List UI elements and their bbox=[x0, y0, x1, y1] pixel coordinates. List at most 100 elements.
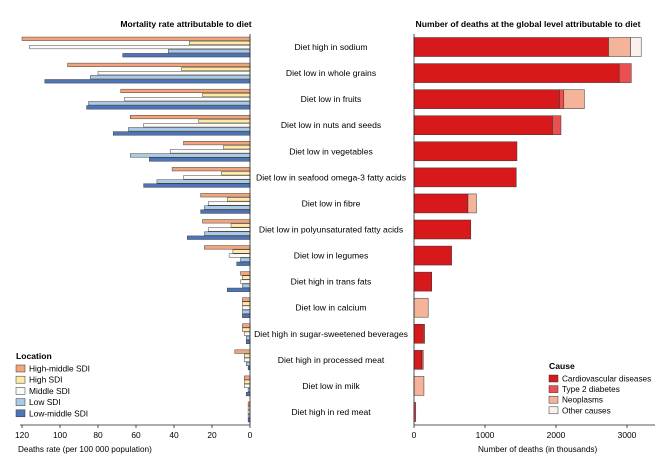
left-x-ticks: 120 100 80 60 40 20 0 bbox=[15, 425, 253, 440]
bar-cardiovascular-diseases-diet-low-in-nuts-and-seeds bbox=[413, 115, 553, 135]
bar-middle-sdi-diet-low-in-fruits bbox=[124, 97, 251, 102]
legend-swatch-high-middle-sdi bbox=[15, 364, 26, 373]
legend-label-low-middle-sdi: Low-middle SDI bbox=[29, 408, 88, 418]
legend-label-neoplasms: Neoplasms bbox=[562, 396, 603, 405]
right-x-axis-label: Number of deaths (in thousands) bbox=[478, 445, 598, 454]
left-chart-title: Mortality rate attributable to diet bbox=[120, 19, 251, 29]
right-tick-label: 3000 bbox=[618, 430, 637, 440]
risk-factor-label: Diet low in vegetables bbox=[289, 146, 373, 156]
global-deaths-chart: Number of deaths at the global level att… bbox=[412, 19, 655, 454]
legend-swatch-neoplasms bbox=[548, 395, 559, 404]
risk-factor-label: Diet high in processed meat bbox=[278, 355, 385, 365]
bar-low-sdi-diet-low-in-fruits bbox=[88, 101, 251, 106]
left-tick-label: 120 bbox=[15, 430, 29, 440]
bar-middle-sdi-diet-low-in-vegetables bbox=[169, 149, 251, 154]
bar-high-middle-sdi-diet-high-in-trans-fats bbox=[240, 271, 251, 276]
bar-high-sdi-diet-low-in-polyunsaturated-fatty-acids bbox=[230, 223, 251, 228]
bar-high-middle-sdi-diet-low-in-seafood-omega-3-fatty-acids bbox=[171, 167, 251, 172]
bar-cardiovascular-diseases-diet-low-in-vegetables bbox=[413, 141, 518, 162]
risk-factor-label: Diet high in trans fats bbox=[291, 277, 372, 287]
bar-high-middle-sdi-diet-high-in-sodium bbox=[21, 36, 251, 41]
bar-neoplasms-diet-low-in-calcium bbox=[413, 297, 429, 318]
legend-label-high-sdi: High SDI bbox=[29, 375, 63, 385]
bar-low-middle-sdi-diet-low-in-whole-grains bbox=[44, 79, 251, 84]
right-tick-label: 1000 bbox=[476, 430, 495, 440]
left-tick-label: 20 bbox=[207, 430, 217, 440]
bar-low-middle-sdi-diet-low-in-calcium bbox=[242, 313, 251, 318]
legend-label-other-causes: Other causes bbox=[562, 406, 611, 415]
bar-neoplasms-diet-low-in-milk bbox=[413, 376, 425, 396]
bar-low-sdi-diet-high-in-sugar-sweetened-beverages bbox=[245, 335, 251, 340]
legend-label-cardiovascular-diseases: Cardiovascular diseases bbox=[562, 375, 651, 384]
bar-low-sdi-diet-low-in-legumes bbox=[240, 257, 251, 262]
bar-high-sdi-diet-low-in-whole-grains bbox=[181, 66, 251, 72]
bar-high-middle-sdi-diet-low-in-whole-grains bbox=[67, 62, 251, 67]
bar-high-sdi-diet-low-in-milk bbox=[244, 379, 251, 384]
bar-low-middle-sdi-diet-high-in-sodium bbox=[122, 53, 251, 58]
bar-high-sdi-diet-low-in-legumes bbox=[232, 249, 251, 254]
bar-cardiovascular-diseases-diet-high-in-sodium bbox=[413, 37, 609, 57]
bar-low-middle-sdi-diet-low-in-milk bbox=[245, 392, 251, 397]
risk-factor-label: Diet high in sugar-sweetened beverages bbox=[254, 329, 408, 339]
right-tick-label: 2000 bbox=[547, 430, 566, 440]
left-tick-label: 80 bbox=[93, 430, 103, 440]
bar-high-middle-sdi-diet-low-in-nuts-and-seeds bbox=[130, 115, 251, 120]
legend-label-low-sdi: Low SDI bbox=[29, 397, 61, 407]
legend-label-middle-sdi: Middle SDI bbox=[29, 386, 70, 396]
right-chart-title: Number of deaths at the global level att… bbox=[416, 19, 641, 29]
legend-swatch-cardiovascular-diseases bbox=[548, 374, 559, 383]
bar-high-middle-sdi-diet-high-in-processed-meat bbox=[234, 349, 251, 354]
bar-cardiovascular-diseases-diet-low-in-fruits bbox=[413, 89, 560, 109]
bar-middle-sdi-diet-low-in-legumes bbox=[228, 253, 251, 258]
risk-factor-label: Diet low in seafood omega-3 fatty acids bbox=[256, 172, 406, 182]
bar-high-sdi-diet-high-in-trans-fats bbox=[242, 275, 251, 280]
right-tick-label: 0 bbox=[412, 430, 417, 440]
bar-high-middle-sdi-diet-low-in-vegetables bbox=[183, 141, 251, 146]
bar-low-middle-sdi-diet-high-in-trans-fats bbox=[226, 287, 251, 292]
bar-low-middle-sdi-diet-low-in-seafood-omega-3-fatty-acids bbox=[143, 183, 251, 188]
bar-type-2-diabetes-diet-high-in-processed-meat bbox=[421, 350, 424, 370]
bar-high-sdi-diet-low-in-nuts-and-seeds bbox=[198, 119, 251, 124]
bar-cardiovascular-diseases-diet-high-in-sugar-sweetened-beverages bbox=[413, 324, 424, 344]
bar-middle-sdi-diet-high-in-processed-meat bbox=[244, 357, 251, 362]
bar-low-sdi-diet-low-in-whole-grains bbox=[90, 75, 251, 80]
bar-type-2-diabetes-diet-high-in-sugar-sweetened-beverages bbox=[422, 324, 425, 344]
bar-low-middle-sdi-diet-low-in-fruits bbox=[86, 105, 251, 110]
bar-low-sdi-diet-high-in-sodium bbox=[168, 49, 251, 54]
risk-factor-label: Diet low in nuts and seeds bbox=[281, 120, 381, 130]
bar-middle-sdi-diet-low-in-nuts-and-seeds bbox=[143, 123, 251, 128]
risk-factor-label: Diet low in milk bbox=[302, 381, 360, 391]
bar-middle-sdi-diet-low-in-polyunsaturated-fatty-acids bbox=[207, 227, 251, 232]
risk-factor-label: Diet low in fibre bbox=[302, 198, 361, 208]
bar-high-sdi-diet-low-in-fibre bbox=[226, 197, 251, 202]
bar-high-sdi-diet-high-in-sugar-sweetened-beverages bbox=[242, 327, 251, 332]
bar-low-sdi-diet-low-in-calcium bbox=[242, 309, 251, 314]
bar-cardiovascular-diseases-diet-low-in-whole-grains bbox=[413, 63, 620, 83]
bar-cardiovascular-diseases-diet-low-in-polyunsaturated-fatty-acids bbox=[413, 219, 472, 240]
bar-high-middle-sdi-diet-low-in-milk bbox=[244, 375, 251, 380]
bar-low-middle-sdi-diet-low-in-nuts-and-seeds bbox=[112, 131, 251, 136]
left-tick-label: 0 bbox=[248, 430, 253, 440]
left-x-axis-label: Deaths rate (per 100 000 population) bbox=[18, 445, 152, 454]
left-tick-label: 100 bbox=[53, 430, 67, 440]
bar-low-sdi-diet-low-in-polyunsaturated-fatty-acids bbox=[204, 231, 251, 236]
bar-middle-sdi-diet-low-in-seafood-omega-3-fatty-acids bbox=[183, 175, 251, 180]
risk-factor-label: Diet high in sodium bbox=[294, 42, 367, 52]
bar-cardiovascular-diseases-diet-high-in-trans-fats bbox=[413, 271, 432, 292]
bar-middle-sdi-diet-high-in-sodium bbox=[29, 45, 251, 50]
bar-low-sdi-diet-low-in-vegetables bbox=[130, 153, 251, 158]
legend-swatch-middle-sdi bbox=[15, 387, 26, 395]
bar-high-middle-sdi-diet-low-in-fibre bbox=[200, 193, 251, 198]
bar-middle-sdi-diet-low-in-milk bbox=[244, 383, 251, 388]
bar-high-middle-sdi-diet-low-in-polyunsaturated-fatty-acids bbox=[202, 219, 251, 224]
bar-cardiovascular-diseases-diet-low-in-seafood-omega-3-fatty-acids bbox=[413, 167, 517, 188]
bar-low-middle-sdi-diet-low-in-vegetables bbox=[149, 157, 251, 162]
legend-label-high-middle-sdi: High-middle SDI bbox=[29, 364, 90, 374]
left-legend-title: Location bbox=[16, 351, 52, 361]
legend-swatch-low-middle-sdi bbox=[15, 409, 26, 418]
bar-low-sdi-diet-high-in-processed-meat bbox=[245, 361, 251, 366]
bar-low-sdi-diet-low-in-seafood-omega-3-fatty-acids bbox=[156, 179, 251, 184]
bar-middle-sdi-diet-low-in-whole-grains bbox=[97, 71, 251, 76]
